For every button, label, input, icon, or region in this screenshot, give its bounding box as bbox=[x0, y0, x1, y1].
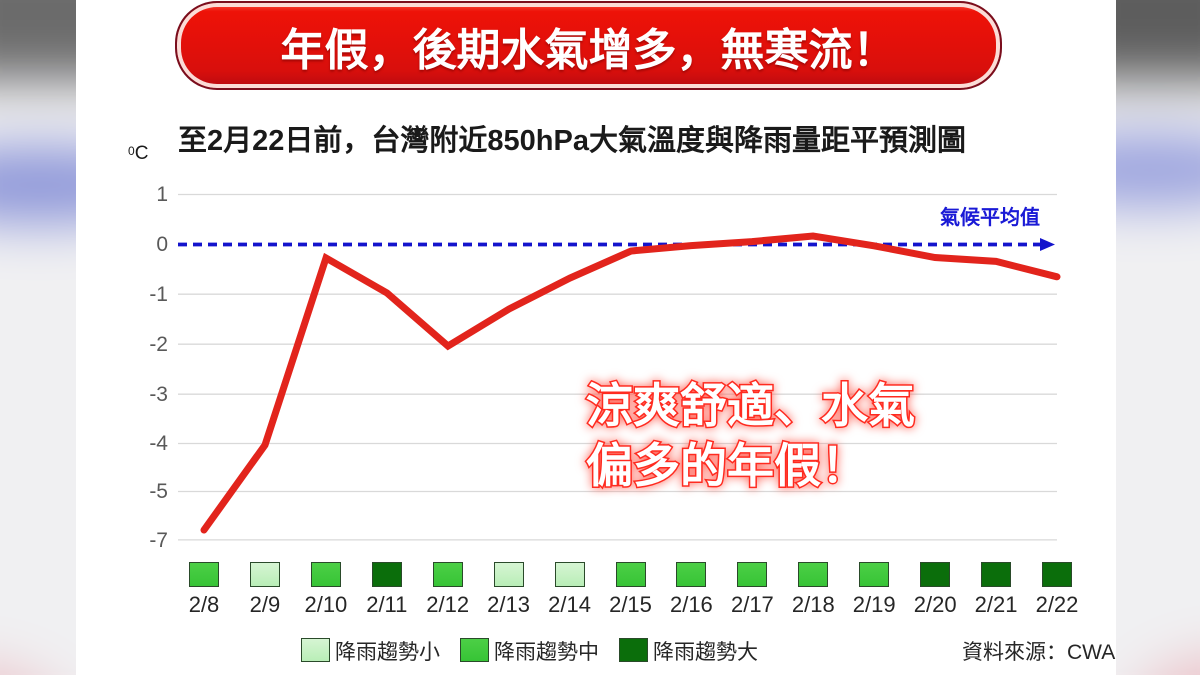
svg-text:0C: 0C bbox=[128, 143, 148, 164]
svg-text:0: 0 bbox=[156, 233, 168, 256]
svg-text:-1: -1 bbox=[149, 283, 168, 306]
svg-text:氣候平均值: 氣候平均值 bbox=[940, 205, 1040, 229]
svg-text:1: 1 bbox=[156, 183, 168, 206]
svg-text:-7: -7 bbox=[149, 529, 168, 552]
svg-text:-2: -2 bbox=[149, 333, 168, 356]
svg-text:-4: -4 bbox=[149, 432, 168, 455]
svg-text:-3: -3 bbox=[149, 383, 168, 406]
svg-text:-5: -5 bbox=[149, 480, 168, 503]
